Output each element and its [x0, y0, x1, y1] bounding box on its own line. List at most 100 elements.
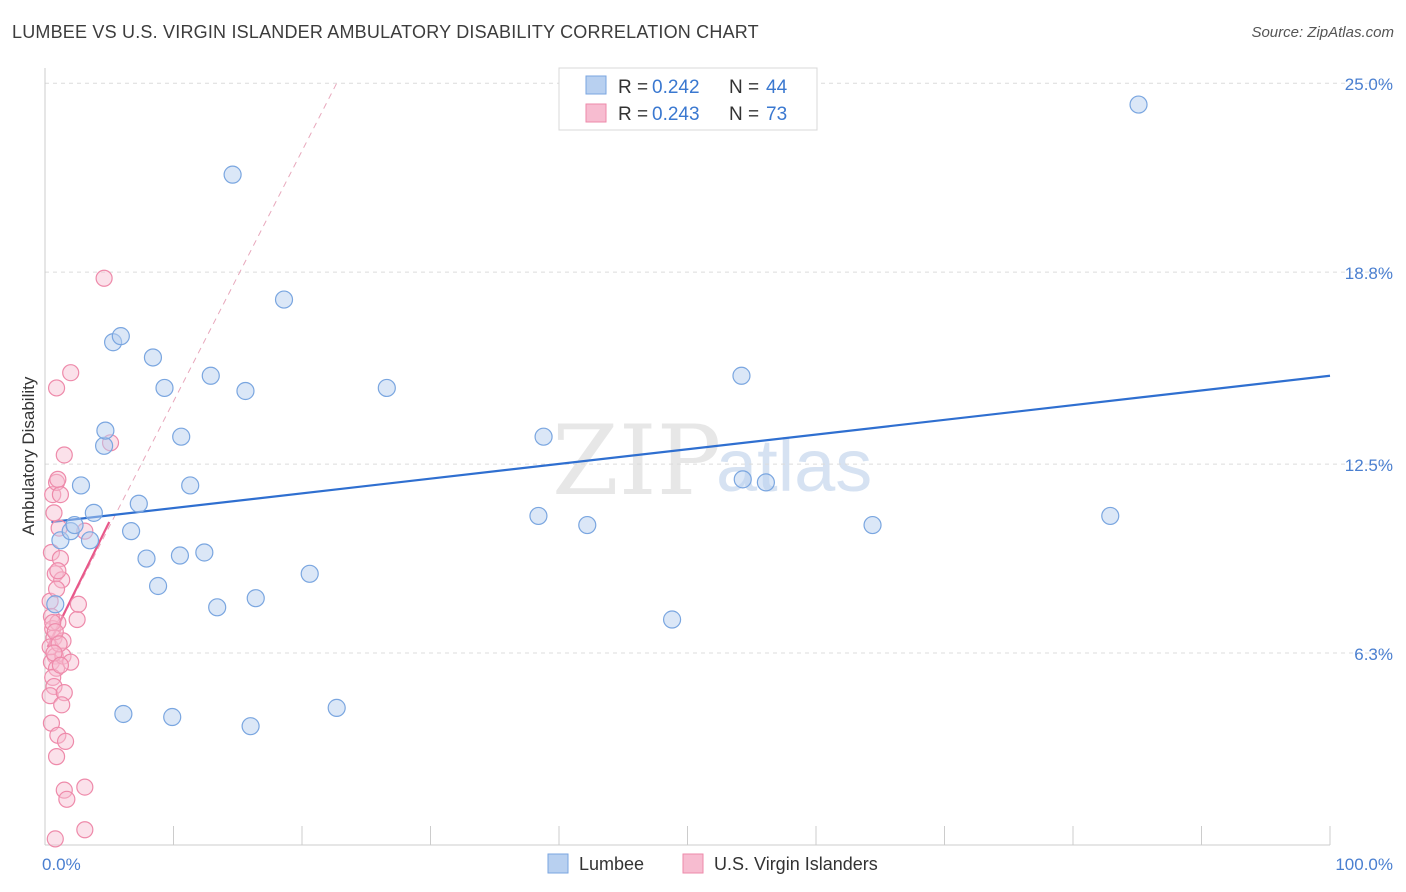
usvi-point — [46, 565, 64, 583]
lumbee-point — [732, 366, 751, 385]
legend-n-value-lumbee: 44 — [766, 77, 788, 98]
usvi-point — [50, 635, 68, 653]
y-axis-label: Ambulatory Disability — [19, 376, 38, 535]
usvi-points — [41, 269, 120, 848]
lumbee-point — [662, 610, 682, 629]
lumbee-point — [578, 515, 597, 535]
usvi-point — [53, 696, 71, 714]
lumbee-point — [121, 522, 141, 541]
lumbee-point — [300, 564, 319, 583]
lumbee-point — [71, 476, 91, 495]
usvi-point — [51, 656, 70, 674]
chart-title: LUMBEE VS U.S. VIRGIN ISLANDER AMBULATOR… — [12, 22, 759, 42]
usvi-point — [41, 687, 59, 705]
bottom-legend-swatch-usvi — [682, 853, 704, 874]
legend-bottom: Lumbee U.S. Virgin Islanders — [547, 853, 878, 874]
usvi-point — [95, 269, 113, 287]
lumbee-point — [143, 348, 163, 367]
usvi-point — [62, 653, 80, 671]
legend-top: R = 0.242 N = 44 R = 0.243 N = 73 — [558, 67, 818, 131]
lumbee-point — [208, 598, 227, 617]
trend-lines — [46, 83, 1331, 648]
lumbee-point — [148, 576, 168, 596]
lumbee-point — [137, 549, 156, 568]
lumbee-point — [529, 506, 548, 526]
x-tick-labels: 0.0% 100.0% — [42, 855, 1393, 874]
lumbee-point — [863, 515, 882, 535]
usvi-point — [58, 790, 76, 808]
usvi-point — [62, 364, 80, 382]
usvi-point — [47, 580, 66, 598]
lumbee-point — [46, 595, 65, 614]
lumbee-trend-line — [51, 374, 1331, 524]
lumbee-point — [111, 327, 130, 346]
usvi-point — [42, 543, 61, 562]
usvi-point — [49, 562, 67, 580]
usvi-point — [51, 485, 70, 504]
lumbee-points — [46, 95, 1148, 736]
lumbee-point — [95, 436, 114, 455]
lumbee-point — [172, 427, 191, 446]
lumbee-point — [84, 503, 103, 522]
lumbee-point — [201, 366, 220, 385]
lumbee-point — [195, 543, 214, 562]
lumbee-point — [327, 698, 346, 717]
y-tick-label: 25.0% — [1345, 75, 1393, 94]
usvi-point — [76, 821, 94, 839]
bottom-legend-swatch-lumbee — [547, 853, 569, 874]
legend-n-label-lumbee: N = — [729, 77, 759, 98]
lumbee-point — [274, 290, 294, 309]
usvi-point — [45, 504, 63, 522]
usvi-point — [68, 610, 86, 629]
bottom-legend-label-usvi: U.S. Virgin Islanders — [714, 854, 878, 874]
lumbee-point — [114, 704, 133, 724]
usvi-point — [45, 677, 63, 696]
usvi-trend-extension — [47, 83, 338, 648]
lumbee-point — [733, 470, 752, 489]
x-tick-label: 0.0% — [42, 855, 81, 874]
axes — [44, 68, 1331, 846]
lumbee-point — [246, 589, 265, 608]
lumbee-point — [534, 427, 553, 446]
lumbee-point — [80, 531, 100, 550]
chart-source: Source: ZipAtlas.com — [1251, 24, 1394, 41]
bottom-legend-label-lumbee: Lumbee — [579, 854, 644, 874]
legend-r-value-lumbee: 0.242 — [652, 77, 700, 98]
usvi-point — [44, 668, 62, 687]
usvi-point — [76, 778, 94, 796]
usvi-trend-line — [46, 521, 111, 648]
lumbee-point — [241, 717, 260, 736]
lumbee-point — [223, 165, 242, 184]
legend-r-label-usvi: R = — [618, 104, 648, 125]
y-tick-label: 12.5% — [1345, 456, 1393, 475]
usvi-point — [46, 830, 64, 848]
lumbee-point — [181, 476, 200, 495]
lumbee-point — [377, 378, 396, 398]
grid-lines — [45, 82, 1392, 654]
lumbee-point — [96, 421, 115, 440]
watermark: ZIP atlas — [552, 405, 872, 517]
lumbee-point — [155, 378, 174, 398]
lumbee-point — [1129, 95, 1148, 114]
legend-r-label-lumbee: R = — [618, 77, 648, 98]
y-tick-labels: 6.3% 12.5% 18.8% 25.0% — [1345, 75, 1393, 664]
legend-n-label-usvi: N = — [729, 104, 759, 125]
lumbee-point — [756, 473, 775, 492]
usvi-point — [69, 595, 88, 613]
lumbee-point — [236, 381, 255, 401]
lumbee-point — [65, 515, 84, 535]
usvi-point — [47, 748, 66, 766]
legend-swatch-usvi — [585, 103, 607, 123]
lumbee-point — [163, 707, 182, 727]
lumbee-point — [1101, 506, 1120, 526]
usvi-point — [55, 446, 73, 464]
lumbee-point — [170, 546, 190, 565]
usvi-point — [53, 571, 71, 589]
usvi-point — [56, 732, 75, 751]
legend-n-value-usvi: 73 — [766, 104, 787, 125]
usvi-point — [49, 470, 67, 488]
lumbee-point — [129, 494, 148, 513]
y-tick-label: 6.3% — [1354, 645, 1393, 664]
legend-r-value-usvi: 0.243 — [652, 104, 700, 125]
